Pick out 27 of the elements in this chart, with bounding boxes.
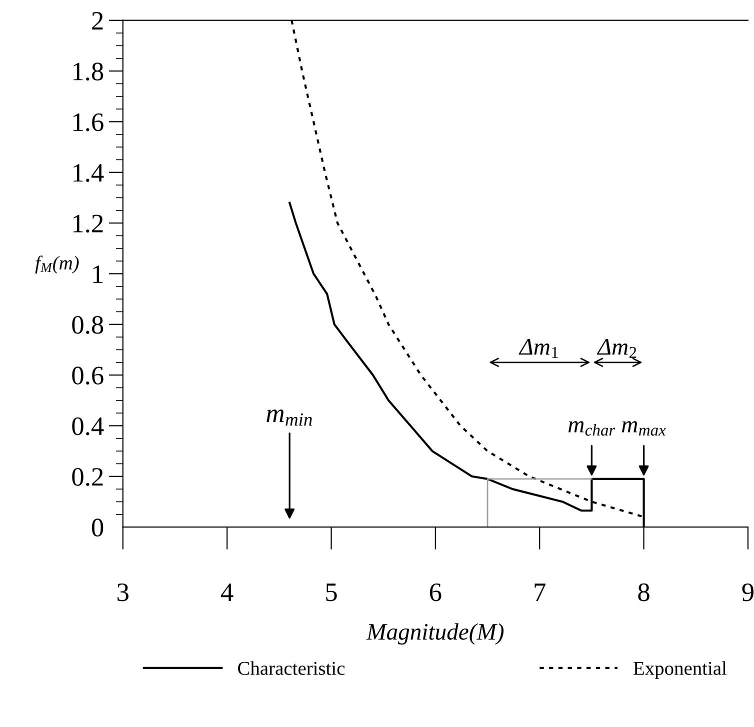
y-tick-label: 1.8 xyxy=(73,62,104,81)
y-tick-label: 2 xyxy=(92,12,103,30)
y-tick-label: 0 xyxy=(92,518,104,536)
y-tick-label: 1.6 xyxy=(73,113,104,132)
x-tick-label: 4 xyxy=(221,584,234,601)
annotation: m$_{max}$ xyxy=(622,421,666,436)
x-tick-label: 7 xyxy=(534,584,546,601)
x-tick-label: 8 xyxy=(638,583,650,602)
annotation: Δm$_{2}$ xyxy=(596,339,636,358)
legend-label: Exponential xyxy=(634,661,727,679)
x-tick-label: 3 xyxy=(118,583,128,602)
annotation: Δm$_{1}$ xyxy=(518,339,558,358)
y-tick-label: 1.2 xyxy=(73,214,103,233)
x-tick-label: 9 xyxy=(742,583,754,602)
x-axis-title: Magnitude(M) xyxy=(366,623,504,645)
legend-label: Characteristic xyxy=(238,661,345,675)
y-tick-label: 0.4 xyxy=(72,417,104,436)
y-tick-label: 1.4 xyxy=(73,164,104,182)
y-tick-label: 0.2 xyxy=(72,468,103,486)
x-tick-label: 6 xyxy=(430,583,442,602)
x-tick-label: 5 xyxy=(326,584,337,602)
y-tick-label: 0.6 xyxy=(72,366,104,385)
annotation: m$_{min}$ xyxy=(266,410,312,426)
annotation: m$_{char}$ xyxy=(568,421,616,436)
y-tick-label: 0.8 xyxy=(72,316,104,334)
y-axis-title: f$_{M}$(m) xyxy=(35,256,79,274)
y-tick-label: 1 xyxy=(93,265,103,283)
